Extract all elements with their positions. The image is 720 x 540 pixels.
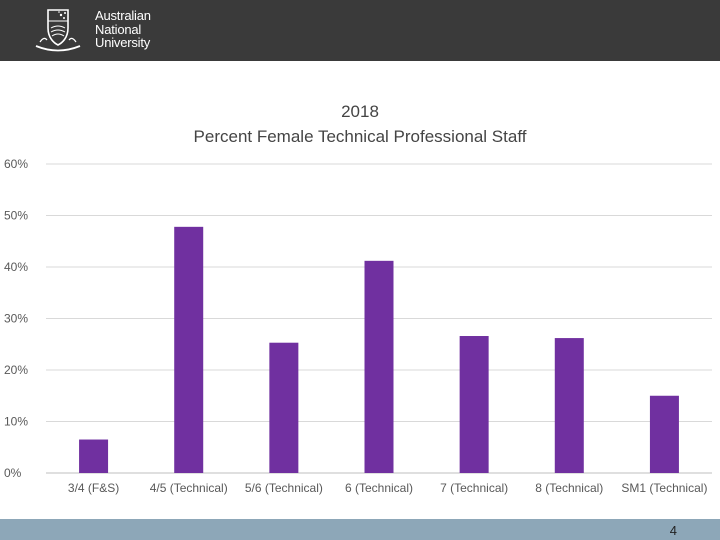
university-name-line1: Australian: [95, 8, 151, 23]
bar-chart: 0% 10% 20% 30% 40% 50% 60% 3/4 (F&S) 4/5 (Techni…: [4, 157, 712, 495]
y-tick-label: 50%: [4, 209, 28, 223]
y-tick-label: 0%: [4, 466, 22, 480]
x-tick-label: 4/5 (Technical): [150, 481, 228, 495]
bar: [269, 342, 299, 473]
chart-title: 2018: [341, 102, 379, 121]
bar: [174, 226, 204, 473]
page-number: 4: [669, 523, 677, 538]
header-bar: Australian National University: [0, 0, 720, 61]
y-tick-label: 30%: [4, 312, 28, 326]
x-tick-label: 7 (Technical): [440, 481, 508, 495]
university-name-line2: National: [95, 21, 142, 37]
footer-bar: 4: [0, 519, 720, 540]
x-tick-label: 5/6 (Technical): [245, 481, 323, 495]
x-tick-label: 6 (Technical): [345, 481, 413, 495]
y-tick-label: 40%: [4, 260, 28, 274]
bar: [459, 336, 489, 473]
y-tick-label: 10%: [4, 415, 28, 429]
x-tick-label: 8 (Technical): [535, 481, 603, 495]
university-name: Australian National University: [95, 9, 151, 50]
y-tick-label: 20%: [4, 363, 28, 377]
x-tick-label: SM1 (Technical): [621, 481, 707, 495]
bar: [649, 395, 679, 473]
bar: [554, 338, 584, 473]
x-tick-label: 3/4 (F&S): [68, 481, 119, 495]
bar: [79, 439, 109, 473]
y-tick-label: 60%: [4, 157, 28, 171]
bar: [364, 260, 394, 473]
chart-subtitle: Percent Female Technical Professional St…: [193, 127, 527, 146]
university-name-line3: University: [95, 35, 151, 50]
anu-crest-icon: [35, 9, 81, 52]
